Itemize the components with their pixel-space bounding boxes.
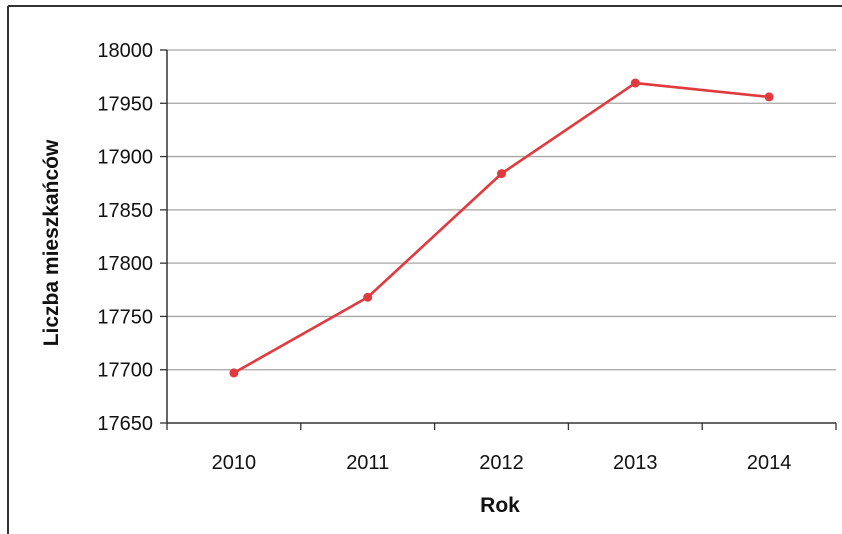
- y-tick-label: 17800: [97, 253, 153, 275]
- y-tick-label: 17900: [97, 147, 153, 169]
- series-line: [229, 78, 774, 378]
- data-point-2013: [630, 78, 640, 88]
- x-axis-title: Rok: [480, 494, 520, 517]
- x-tick-label: 2011: [346, 452, 389, 474]
- data-point-2012: [497, 169, 506, 179]
- x-tick-label: 2014: [747, 452, 792, 474]
- axes: [160, 49, 837, 430]
- y-tick-labels: 17650 17700 17750 17800 17850 17900 17950 18000: [97, 40, 153, 435]
- series-polyline: [233, 81, 770, 375]
- x-tick-labels: 2010 2011 2012 2013 2014: [212, 452, 792, 474]
- y-tick-label: 17750: [97, 306, 153, 328]
- x-tick-label: 2012: [479, 452, 524, 474]
- data-point-2011: [363, 292, 373, 302]
- y-tick-label: 17950: [97, 93, 153, 115]
- data-point-2014: [764, 92, 774, 102]
- y-tick-label: 17700: [97, 360, 153, 382]
- y-tick-label: 17850: [97, 200, 153, 222]
- y-tick-label: 17650: [97, 413, 153, 435]
- y-axis-title: Liczba mieszkańców: [40, 139, 63, 346]
- gridlines: [167, 49, 836, 371]
- x-tick-label: 2010: [212, 452, 257, 474]
- y-tick-label: 18000: [97, 40, 153, 62]
- x-tick-label: 2013: [613, 452, 658, 474]
- data-point-2010: [229, 368, 239, 378]
